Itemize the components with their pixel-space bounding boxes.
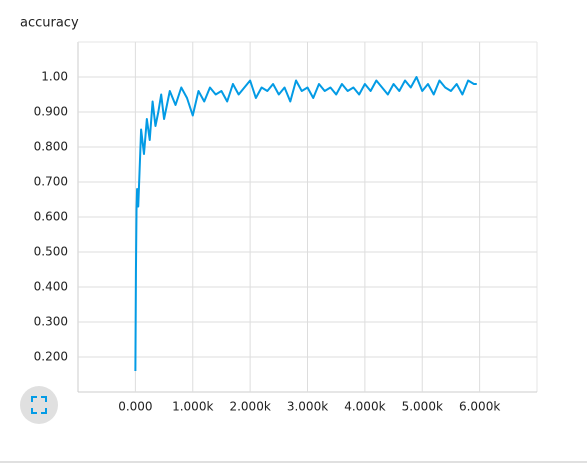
y-tick-label: 0.800 [34, 140, 68, 154]
x-tick-label: 3.000k [287, 400, 328, 414]
x-tick-label: 2.000k [229, 400, 270, 414]
y-tick-label: 0.600 [34, 210, 68, 224]
data-line [134, 76, 477, 372]
y-tick-label: 0.200 [34, 350, 68, 364]
x-tick-label: 6.000k [459, 400, 500, 414]
y-tick-label: 0.700 [34, 175, 68, 189]
x-tick-label: 0.000 [118, 400, 152, 414]
y-tick-label: 0.900 [34, 105, 68, 119]
y-tick-label: 0.300 [34, 315, 68, 329]
y-tick-label: 0.400 [34, 280, 68, 294]
y-tick-label: 1.00 [41, 70, 68, 84]
x-tick-label: 4.000k [344, 400, 385, 414]
chart-title: accuracy [20, 16, 79, 31]
fullscreen-icon[interactable] [31, 396, 47, 414]
x-tick-label: 1.000k [172, 400, 213, 414]
fullscreen-button[interactable] [20, 386, 58, 424]
y-tick-label: 0.500 [34, 245, 68, 259]
button-bg[interactable] [20, 386, 58, 424]
x-tick-label: 5.000k [402, 400, 443, 414]
